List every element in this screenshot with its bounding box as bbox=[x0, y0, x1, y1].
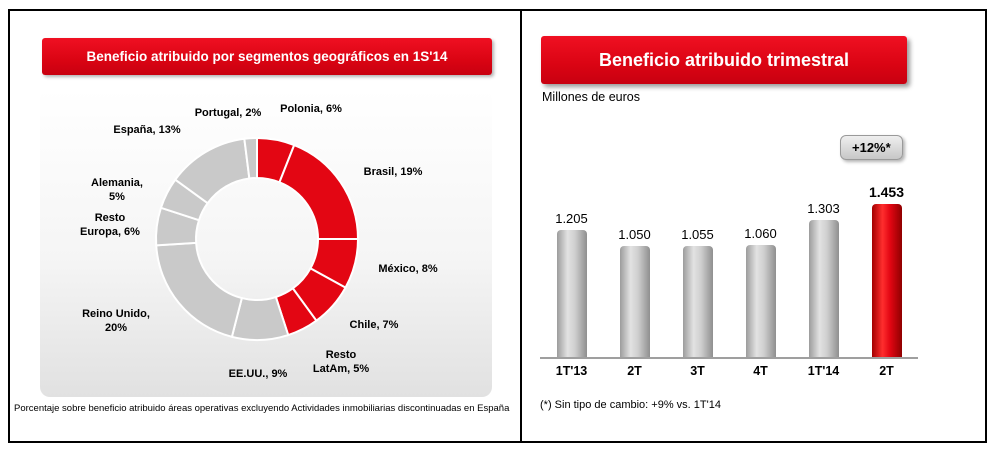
bar bbox=[808, 220, 839, 357]
donut-label-resto-europa: Resto Europa, 6% bbox=[80, 212, 140, 238]
donut-label-alemania: Alemania, 5% bbox=[91, 177, 143, 203]
donut-label-mexico: México, 8% bbox=[378, 263, 438, 275]
bar bbox=[619, 246, 650, 357]
bar-chart-title: Beneficio atribuido trimestral bbox=[541, 36, 907, 84]
quarterly-profit-panel: Beneficio atribuido trimestral Millones … bbox=[522, 11, 985, 441]
x-axis-label: 3T bbox=[690, 364, 705, 378]
bar bbox=[745, 245, 776, 357]
donut-label-polonia: Polonia, 6% bbox=[280, 103, 342, 115]
donut-chart-title: Beneficio atribuido por segmentos geográ… bbox=[42, 38, 492, 75]
bar bbox=[682, 246, 713, 357]
donut-chart-card bbox=[40, 89, 492, 397]
bar-value-label: 1.453 bbox=[868, 184, 905, 200]
donut-label-resto-latam: Resto LatAm, 5% bbox=[312, 349, 370, 375]
bar bbox=[556, 230, 587, 357]
growth-badge: +12%* bbox=[840, 135, 903, 160]
bar-value-label: 1.205 bbox=[555, 211, 588, 226]
donut-label-reino-unido: Reino Unido, 20% bbox=[82, 308, 150, 334]
donut-label-brasil: Brasil, 19% bbox=[363, 166, 423, 178]
bar-column-4: 1.060 bbox=[729, 226, 792, 357]
x-axis-label: 2T bbox=[879, 364, 894, 378]
donut-footnote: Porcentaje sobre beneficio atribuido áre… bbox=[14, 403, 510, 414]
x-axis-label: 2T bbox=[627, 364, 642, 378]
bar-column-6: 1.453 bbox=[855, 184, 918, 357]
bar-column-3: 1.055 bbox=[666, 227, 729, 357]
x-axis-label: 1T'14 bbox=[807, 364, 840, 378]
bar-column-2: 1.050 bbox=[603, 227, 666, 357]
bar-value-label: 1.055 bbox=[681, 227, 714, 242]
bar-value-label: 1.303 bbox=[807, 201, 840, 216]
bar bbox=[871, 204, 902, 357]
slide-frame: Beneficio atribuido por segmentos geográ… bbox=[8, 9, 987, 443]
bar-value-label: 1.060 bbox=[744, 226, 777, 241]
bar-value-label: 1.050 bbox=[618, 227, 651, 242]
donut-label-portugal: Portugal, 2% bbox=[194, 107, 262, 119]
bar-chart: 1.205 1.050 1.055 1.060 1.303 1.453 bbox=[540, 161, 918, 359]
bar-chart-units-label: Millones de euros bbox=[542, 90, 640, 104]
x-axis-label: 4T bbox=[753, 364, 768, 378]
x-axis-label: 1T'13 bbox=[555, 364, 588, 378]
bar-column-5: 1.303 bbox=[792, 201, 855, 357]
geo-segments-panel: Beneficio atribuido por segmentos geográ… bbox=[10, 11, 522, 441]
donut-label-espana: España, 13% bbox=[113, 124, 181, 136]
bar-column-1: 1.205 bbox=[540, 211, 603, 357]
bar-chart-footnote: (*) Sin tipo de cambio: +9% vs. 1T'14 bbox=[540, 399, 721, 411]
donut-label-eeuu: EE.UU., 9% bbox=[228, 368, 288, 380]
x-axis-labels: 1T'13 2T 3T 4T 1T'14 2T bbox=[540, 364, 918, 378]
donut-label-chile: Chile, 7% bbox=[349, 319, 399, 331]
